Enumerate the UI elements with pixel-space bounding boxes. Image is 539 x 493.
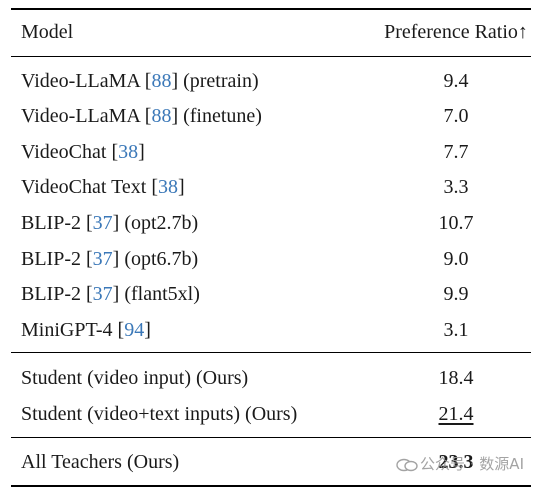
header-metric: Preference Ratio↑ bbox=[384, 21, 528, 43]
watermark: 公众号 · 数源AI bbox=[396, 451, 524, 477]
citation-link[interactable]: 37 bbox=[92, 248, 113, 270]
value-cell: 9.4 bbox=[443, 70, 469, 92]
table-row: Student (video input) (Ours) 18.4 bbox=[11, 361, 531, 395]
table-row: Video-LLaMA [88] (finetune) 7.0 bbox=[11, 99, 531, 133]
section-rule bbox=[11, 352, 531, 354]
value-cell-best: 23.3 bbox=[438, 451, 474, 473]
model-cell: Student (video input) (Ours) bbox=[21, 367, 249, 389]
citation-link[interactable]: 88 bbox=[151, 70, 172, 92]
table-row: BLIP-2 [37] (opt2.7b) 10.7 bbox=[11, 206, 531, 240]
citation-link[interactable]: 37 bbox=[92, 212, 113, 234]
section-rule bbox=[11, 437, 531, 439]
model-cell: Student (video+text inputs) (Ours) bbox=[21, 403, 298, 425]
header-model: Model bbox=[21, 21, 74, 43]
value-cell: 9.9 bbox=[443, 283, 469, 305]
value-cell-second-best: 21.4 bbox=[438, 403, 474, 425]
table-row: VideoChat Text [38] 3.3 bbox=[11, 170, 531, 204]
header-rule bbox=[11, 56, 531, 58]
citation-link[interactable]: 94 bbox=[124, 319, 145, 341]
table-row: BLIP-2 [37] (opt6.7b) 9.0 bbox=[11, 242, 531, 276]
value-cell: 10.7 bbox=[438, 212, 474, 234]
table-row: Video-LLaMA [88] (pretrain) 9.4 bbox=[11, 64, 531, 98]
value-cell: 18.4 bbox=[438, 367, 474, 389]
table-row: All Teachers (Ours) 23.3 bbox=[11, 445, 531, 479]
value-cell: 7.7 bbox=[443, 141, 469, 163]
table-row: VideoChat [38] 7.7 bbox=[11, 135, 531, 169]
citation-link[interactable]: 88 bbox=[151, 105, 172, 127]
table-row: Student (video+text inputs) (Ours) 21.4 bbox=[11, 397, 531, 431]
value-cell: 3.1 bbox=[443, 319, 469, 341]
table-row: MiniGPT-4 [94] 3.1 bbox=[11, 313, 531, 347]
value-cell: 7.0 bbox=[443, 105, 469, 127]
top-rule bbox=[11, 8, 531, 10]
citation-link[interactable]: 37 bbox=[92, 283, 113, 305]
citation-link[interactable]: 38 bbox=[158, 176, 179, 198]
table-row: BLIP-2 [37] (flant5xl) 9.9 bbox=[11, 277, 531, 311]
wechat-icon bbox=[396, 458, 418, 471]
citation-link[interactable]: 38 bbox=[118, 141, 139, 163]
model-cell: All Teachers (Ours) bbox=[21, 451, 180, 473]
value-cell: 3.3 bbox=[443, 176, 469, 198]
header-row: Model Preference Ratio↑ bbox=[11, 15, 531, 49]
bottom-rule bbox=[11, 485, 531, 487]
value-cell: 9.0 bbox=[443, 248, 469, 270]
